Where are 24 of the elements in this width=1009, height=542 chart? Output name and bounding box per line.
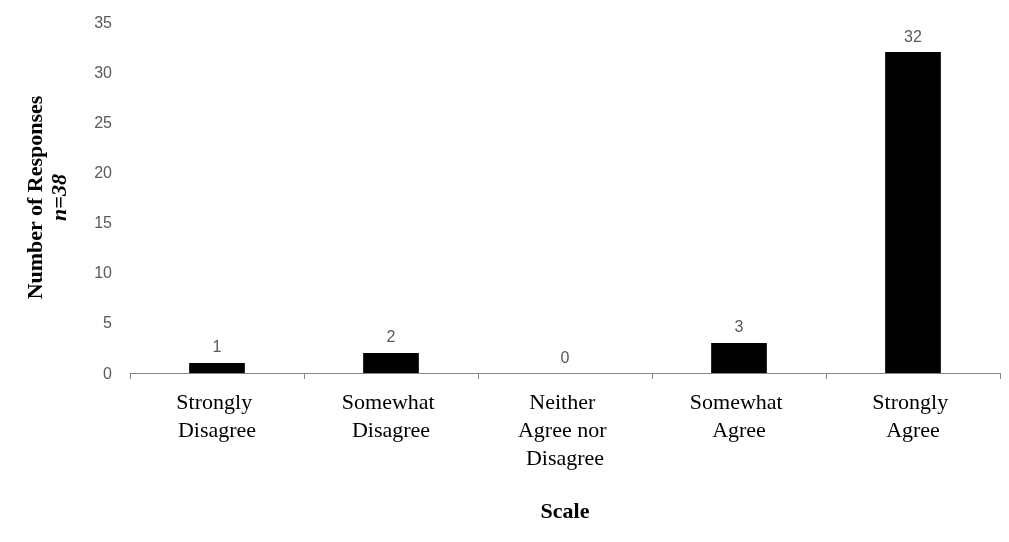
y-tick-label: 30 <box>94 63 113 81</box>
y-tick-label: 35 <box>94 13 113 31</box>
x-tick-label: Somewhat Agree <box>689 388 789 442</box>
y-tick-label: 10 <box>94 264 113 282</box>
y-tick-label: 5 <box>103 314 113 332</box>
y-tick-label: 15 <box>94 214 113 232</box>
data-label: 0 <box>560 348 570 366</box>
data-label: 1 <box>212 338 222 356</box>
bar <box>363 352 419 373</box>
y-tick-label: 20 <box>94 163 113 181</box>
x-axis-title: Scale <box>540 497 590 523</box>
bar <box>189 362 245 373</box>
x-tick-label: Somewhat Disagree <box>341 388 441 442</box>
y-axis-title: Number of Responses n=38 <box>21 95 71 300</box>
x-tick-label: Strongly Disagree <box>176 388 258 442</box>
x-tick-label: Strongly Agree <box>872 388 954 442</box>
data-label: 3 <box>734 318 744 336</box>
data-label: 32 <box>904 27 922 45</box>
y-tick-label: 25 <box>94 113 113 131</box>
x-tick-label: Neither Agree nor Disagree <box>517 388 613 470</box>
y-tick-label: 0 <box>103 364 113 382</box>
data-label: 2 <box>386 328 396 346</box>
bar <box>885 52 941 373</box>
bar <box>711 342 767 373</box>
